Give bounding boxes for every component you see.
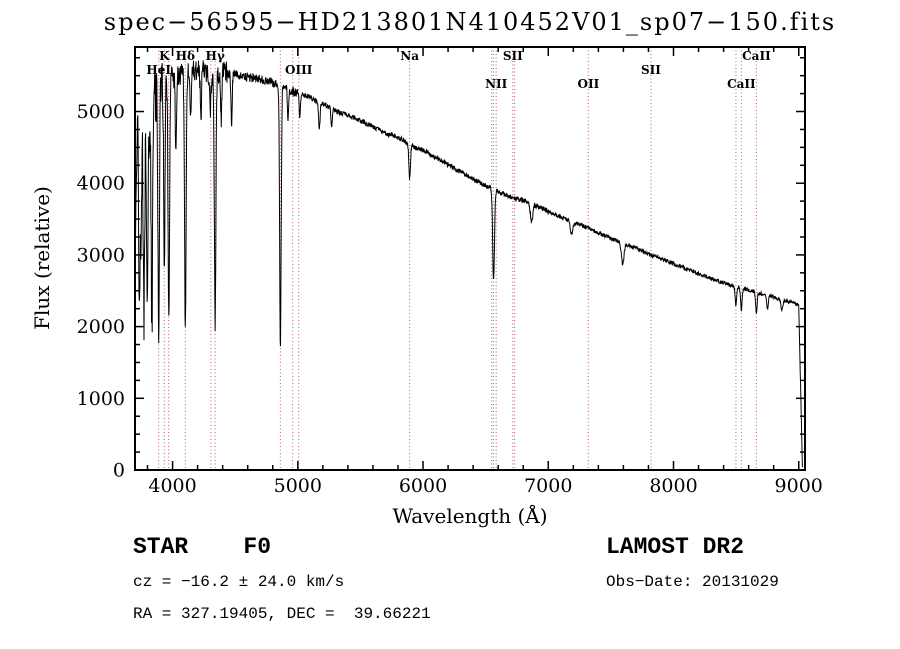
cz-value: cz = −16.2 ± 24.0 km/s <box>133 573 345 591</box>
x-tick-label: 4000 <box>148 475 196 497</box>
x-tick-label: 9000 <box>775 475 823 497</box>
x-tick-label: 8000 <box>649 475 697 497</box>
y-tick-label: 5000 <box>77 101 125 123</box>
plot-frame <box>134 46 806 471</box>
spectral-line-label: HeI <box>146 63 171 77</box>
y-tick-label: 1000 <box>77 388 125 410</box>
spectral-line-label: Hδ <box>176 49 195 63</box>
spectrum-trace <box>135 60 803 468</box>
plot-title: spec−56595−HD213801N410452V01_sp07−150.f… <box>103 8 837 36</box>
spectral-line-label: Hγ <box>206 49 225 63</box>
y-tick-label: 2000 <box>77 316 125 338</box>
survey-label: LAMOST DR2 <box>606 534 745 560</box>
spectral-line-label: CaII <box>727 77 756 91</box>
spectral-line-label: CaII <box>742 49 771 63</box>
spectral-line-label: K <box>159 49 170 63</box>
ra-dec-value: RA = 327.19405, DEC = 39.66221 <box>133 605 431 623</box>
spectral-line-label: NII <box>485 77 508 91</box>
x-tick-label: 6000 <box>399 475 447 497</box>
x-axis-label: Wavelength (Å) <box>392 504 548 528</box>
spectral-line-label: OIII <box>285 63 313 77</box>
x-tick-label: 7000 <box>524 475 572 497</box>
spectral-line-label: SII <box>503 49 523 63</box>
y-tick-label: 3000 <box>77 244 125 266</box>
classification-label: STAR F0 <box>133 534 272 560</box>
spectral-line-label: SII <box>641 63 661 77</box>
y-tick-label: 4000 <box>77 173 125 195</box>
spectral-line-label: OII <box>578 77 600 91</box>
spectral-line-label: Na <box>400 49 419 63</box>
obs-date: Obs−Date: 20131029 <box>606 573 779 591</box>
y-tick-label: 0 <box>113 460 125 482</box>
x-tick-label: 5000 <box>274 475 322 497</box>
